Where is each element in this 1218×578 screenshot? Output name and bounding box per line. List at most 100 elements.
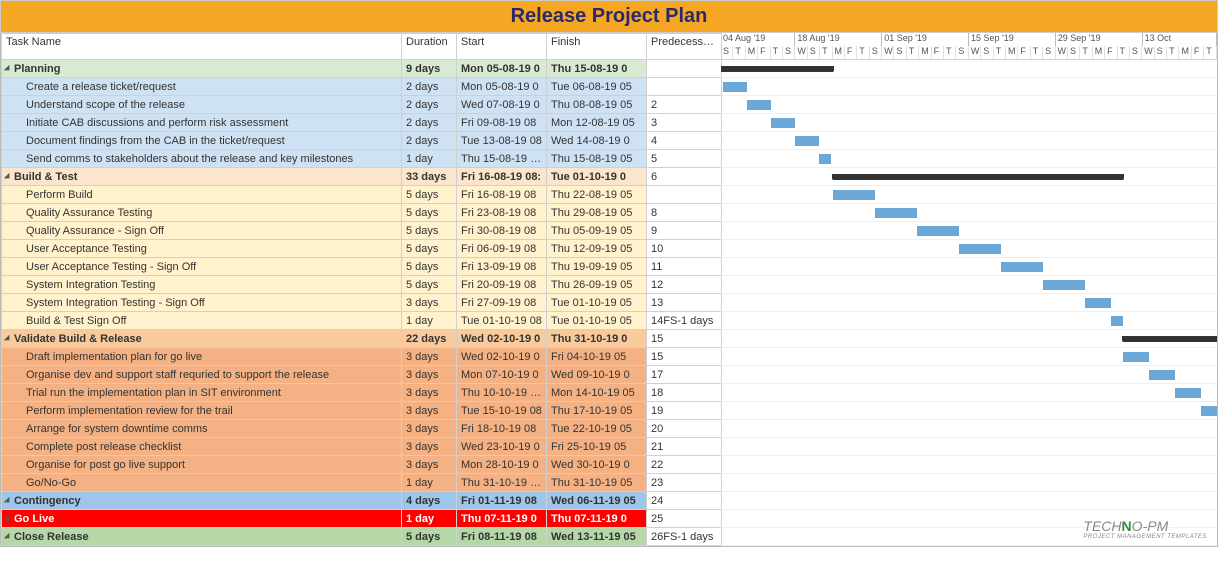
table-row[interactable]: Go/No-Go1 dayThu 31-10-19 08Thu 31-10-19… bbox=[2, 474, 722, 492]
task-name: Perform Build bbox=[26, 189, 93, 201]
cell-pred: 20 bbox=[647, 420, 722, 438]
task-bar[interactable] bbox=[1149, 370, 1175, 380]
col-finish[interactable]: Finish bbox=[547, 34, 647, 60]
table-row[interactable]: Complete post release checklist3 daysWed… bbox=[2, 438, 722, 456]
gantt-chart: 04 Aug '1918 Aug '1901 Sep '1915 Sep '19… bbox=[721, 33, 1217, 546]
table-row[interactable]: Close Release5 daysFri 08-11-19 08Wed 13… bbox=[2, 528, 722, 546]
col-duration[interactable]: Duration bbox=[402, 34, 457, 60]
cell-finish: Thu 05-09-19 05 bbox=[547, 222, 647, 240]
table-row[interactable]: Build & Test33 daysFri 16-08-19 08:Tue 0… bbox=[2, 168, 722, 186]
cell-pred: 18 bbox=[647, 384, 722, 402]
table-row[interactable]: Document findings from the CAB in the ti… bbox=[2, 132, 722, 150]
task-bar[interactable] bbox=[1111, 316, 1123, 326]
gantt-row bbox=[721, 60, 1217, 78]
task-bar[interactable] bbox=[1123, 352, 1149, 362]
task-bar[interactable] bbox=[1001, 262, 1043, 272]
table-row[interactable]: Quality Assurance - Sign Off5 daysFri 30… bbox=[2, 222, 722, 240]
gantt-row bbox=[721, 474, 1217, 492]
timeline-day: F bbox=[1105, 46, 1117, 59]
table-row[interactable]: Perform Build5 daysFri 16-08-19 08Thu 22… bbox=[2, 186, 722, 204]
task-bar[interactable] bbox=[795, 136, 819, 146]
task-bar[interactable] bbox=[1043, 280, 1085, 290]
cell-finish: Thu 07-11-19 0 bbox=[547, 510, 647, 528]
cell-pred: 5 bbox=[647, 150, 722, 168]
task-bar[interactable] bbox=[1085, 298, 1111, 308]
task-bar[interactable] bbox=[1201, 406, 1217, 416]
cell-dur: 9 days bbox=[402, 60, 457, 78]
table-row[interactable]: System Integration Testing5 daysFri 20-0… bbox=[2, 276, 722, 294]
timeline-day: S bbox=[1155, 46, 1167, 59]
cell-pred bbox=[647, 60, 722, 78]
task-bar[interactable] bbox=[833, 190, 875, 200]
table-row[interactable]: Create a release ticket/request2 daysMon… bbox=[2, 78, 722, 96]
table-row[interactable]: Quality Assurance Testing5 daysFri 23-08… bbox=[2, 204, 722, 222]
summary-bar[interactable] bbox=[833, 174, 1123, 180]
table-row[interactable]: Validate Build & Release22 daysWed 02-10… bbox=[2, 330, 722, 348]
task-name: Validate Build & Release bbox=[14, 333, 142, 345]
table-row[interactable]: Planning9 daysMon 05-08-19 0Thu 15-08-19… bbox=[2, 60, 722, 78]
cell-finish: Wed 14-08-19 0 bbox=[547, 132, 647, 150]
task-name: Go Live bbox=[14, 513, 54, 525]
table-row[interactable]: Contingency4 daysFri 01-11-19 08Wed 06-1… bbox=[2, 492, 722, 510]
cell-pred: 21 bbox=[647, 438, 722, 456]
cell-start: Fri 08-11-19 08 bbox=[457, 528, 547, 546]
table-row[interactable]: Arrange for system downtime comms3 daysF… bbox=[2, 420, 722, 438]
col-predecessors[interactable]: Predecessors bbox=[647, 34, 722, 60]
table-row[interactable]: Trial run the implementation plan in SIT… bbox=[2, 384, 722, 402]
summary-bar[interactable] bbox=[1123, 336, 1217, 342]
task-grid: Task Name Duration Start Finish Predeces… bbox=[1, 33, 721, 546]
table-row[interactable]: Perform implementation review for the tr… bbox=[2, 402, 722, 420]
task-bar[interactable] bbox=[1175, 388, 1201, 398]
table-row[interactable]: Send comms to stakeholders about the rel… bbox=[2, 150, 722, 168]
task-name: System Integration Testing - Sign Off bbox=[26, 297, 205, 309]
task-name: Create a release ticket/request bbox=[26, 81, 176, 93]
task-bar[interactable] bbox=[917, 226, 959, 236]
table-row[interactable]: User Acceptance Testing5 daysFri 06-09-1… bbox=[2, 240, 722, 258]
summary-bar[interactable] bbox=[721, 66, 833, 72]
timeline-day: S bbox=[1043, 46, 1055, 59]
col-task-name[interactable]: Task Name bbox=[2, 34, 402, 60]
task-bar[interactable] bbox=[771, 118, 795, 128]
gantt-row bbox=[721, 348, 1217, 366]
timeline-group: 01 Sep '19 bbox=[882, 33, 969, 46]
task-name: Perform implementation review for the tr… bbox=[26, 405, 233, 417]
task-bar[interactable] bbox=[819, 154, 831, 164]
table-row[interactable]: System Integration Testing - Sign Off3 d… bbox=[2, 294, 722, 312]
cell-finish: Fri 04-10-19 05 bbox=[547, 348, 647, 366]
gantt-row bbox=[721, 276, 1217, 294]
timeline-day: F bbox=[845, 46, 857, 59]
table-row[interactable]: Initiate CAB discussions and perform ris… bbox=[2, 114, 722, 132]
cell-start: Mon 05-08-19 0 bbox=[457, 78, 547, 96]
cell-pred: 12 bbox=[647, 276, 722, 294]
task-name: User Acceptance Testing - Sign Off bbox=[26, 261, 196, 273]
cell-finish: Thu 31-10-19 0 bbox=[547, 330, 647, 348]
cell-start: Fri 23-08-19 08 bbox=[457, 204, 547, 222]
timeline-group: 18 Aug '19 bbox=[795, 33, 882, 46]
cell-pred: 11 bbox=[647, 258, 722, 276]
task-name: Trial run the implementation plan in SIT… bbox=[26, 387, 281, 399]
table-row[interactable]: Organise for post go live support3 daysM… bbox=[2, 456, 722, 474]
timeline-day: F bbox=[1018, 46, 1030, 59]
col-start[interactable]: Start bbox=[457, 34, 547, 60]
table-row[interactable]: Understand scope of the release2 daysWed… bbox=[2, 96, 722, 114]
task-bar[interactable] bbox=[747, 100, 771, 110]
task-name: Initiate CAB discussions and perform ris… bbox=[26, 117, 288, 129]
cell-start: Fri 13-09-19 08 bbox=[457, 258, 547, 276]
gantt-row bbox=[721, 492, 1217, 510]
table-row[interactable]: Build & Test Sign Off1 dayTue 01-10-19 0… bbox=[2, 312, 722, 330]
task-bar[interactable] bbox=[875, 208, 917, 218]
cell-start: Fri 09-08-19 08 bbox=[457, 114, 547, 132]
cell-pred: 6 bbox=[647, 168, 722, 186]
timeline-day: S bbox=[1068, 46, 1080, 59]
table-row[interactable]: User Acceptance Testing - Sign Off5 days… bbox=[2, 258, 722, 276]
task-bar[interactable] bbox=[959, 244, 1001, 254]
table-row[interactable]: Draft implementation plan for go live3 d… bbox=[2, 348, 722, 366]
table-row[interactable]: Go Live1 dayThu 07-11-19 0Thu 07-11-19 0… bbox=[2, 510, 722, 528]
table-row[interactable]: Organise dev and support staff requried … bbox=[2, 366, 722, 384]
cell-start: Wed 02-10-19 0 bbox=[457, 330, 547, 348]
cell-dur: 1 day bbox=[402, 150, 457, 168]
cell-dur: 2 days bbox=[402, 96, 457, 114]
cell-finish: Mon 12-08-19 05 bbox=[547, 114, 647, 132]
task-bar[interactable] bbox=[723, 82, 747, 92]
cell-pred bbox=[647, 186, 722, 204]
